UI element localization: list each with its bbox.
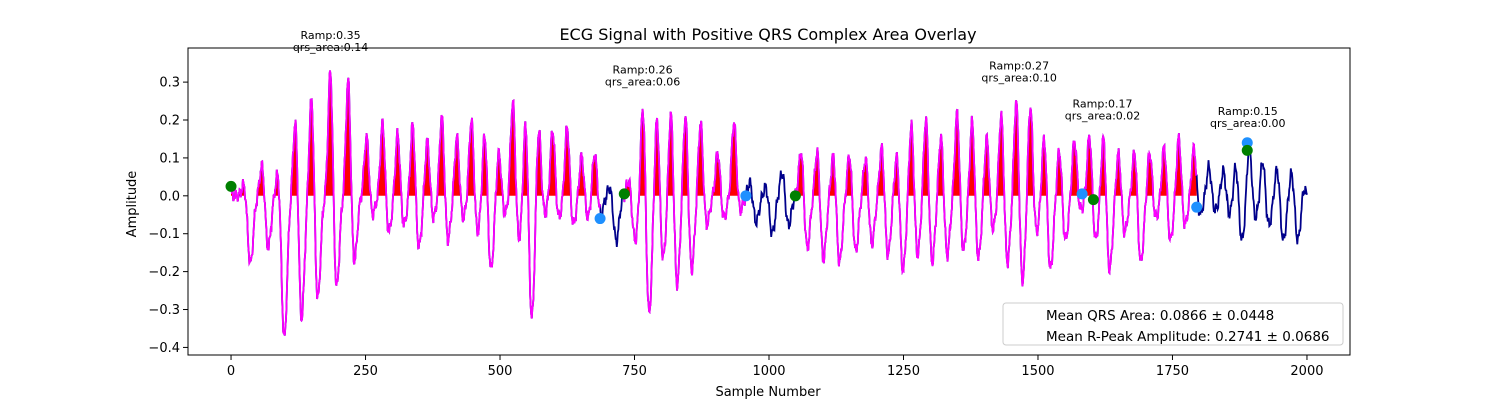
y-tick-label: 0.0	[159, 189, 180, 204]
y-tick-label: 0.1	[159, 151, 180, 166]
plot-area: Ramp:0.35qrs_area:0.14Ramp:0.26qrs_area:…	[225, 29, 1308, 336]
qrs-segment-line	[623, 108, 747, 315]
qrs-offset-marker	[740, 190, 752, 202]
peak-annotation-label: Ramp:0.17	[1073, 97, 1133, 110]
qrs-segment-line	[794, 100, 1197, 287]
axes: 0 250 500 750 1000 1250 1500 1750 2000 −0.4 −0.3 −0…	[148, 47, 1351, 379]
peak-annotation-label: Ramp:0.15	[1218, 105, 1278, 118]
y-tick-label: −0.3	[148, 303, 180, 318]
peak-annotation-label: Ramp:0.27	[989, 59, 1049, 72]
qrs-onset-marker	[618, 188, 630, 200]
legend: Mean QRS Area: 0.0866 ± 0.0448 Mean R-Pe…	[1002, 302, 1344, 346]
peak-annotation-label: Ramp:0.26	[613, 63, 673, 76]
x-tick-label: 0	[227, 364, 235, 379]
y-tick-label: −0.2	[148, 265, 180, 280]
legend-entry-mean-r-peak: Mean R-Peak Amplitude: 0.2741 ± 0.0686	[1046, 329, 1330, 345]
qrs-offset-marker	[1076, 188, 1088, 200]
x-tick-label: 1250	[887, 364, 920, 379]
qrs-segment-line	[230, 70, 601, 336]
chart-title: ECG Signal with Positive QRS Complex Are…	[559, 25, 976, 44]
legend-entry-mean-qrs-area: Mean QRS Area: 0.0866 ± 0.0448	[1046, 308, 1274, 324]
qrs-onset-marker	[789, 190, 801, 202]
qrs-onset-marker	[225, 180, 237, 192]
qrs-offset-marker	[594, 213, 606, 225]
peak-annotation-label: qrs_area:0.10	[981, 71, 1056, 84]
x-tick-label: 1500	[1021, 364, 1054, 379]
x-tick-label: 2000	[1290, 364, 1323, 379]
y-tick-label: −0.4	[148, 341, 180, 356]
y-tick-label: 0.3	[159, 76, 180, 91]
x-tick-label: 250	[353, 364, 378, 379]
y-tick-label: −0.1	[148, 227, 180, 242]
peak-annotation-label: qrs_area:0.00	[1210, 117, 1285, 130]
qrs-onset-marker	[1087, 194, 1099, 206]
x-tick-label: 1750	[1156, 364, 1189, 379]
x-tick-label: 1000	[752, 364, 785, 379]
peak-annotation-label: qrs_area:0.02	[1065, 109, 1140, 122]
qrs-offset-marker	[1241, 137, 1253, 149]
qrs-offset-marker	[1191, 201, 1203, 213]
x-tick-label: 500	[488, 364, 513, 379]
peak-annotation-label: qrs_area:0.06	[605, 75, 680, 88]
x-axis-title: Sample Number	[715, 385, 821, 400]
qrs-onset-marker	[1241, 144, 1253, 156]
y-tick-label: 0.2	[159, 114, 180, 129]
y-axis-title: Amplitude	[125, 171, 140, 238]
peak-annotation-label: Ramp:0.35	[301, 29, 361, 42]
x-tick-label: 750	[622, 364, 647, 379]
legend-box	[1002, 302, 1344, 346]
